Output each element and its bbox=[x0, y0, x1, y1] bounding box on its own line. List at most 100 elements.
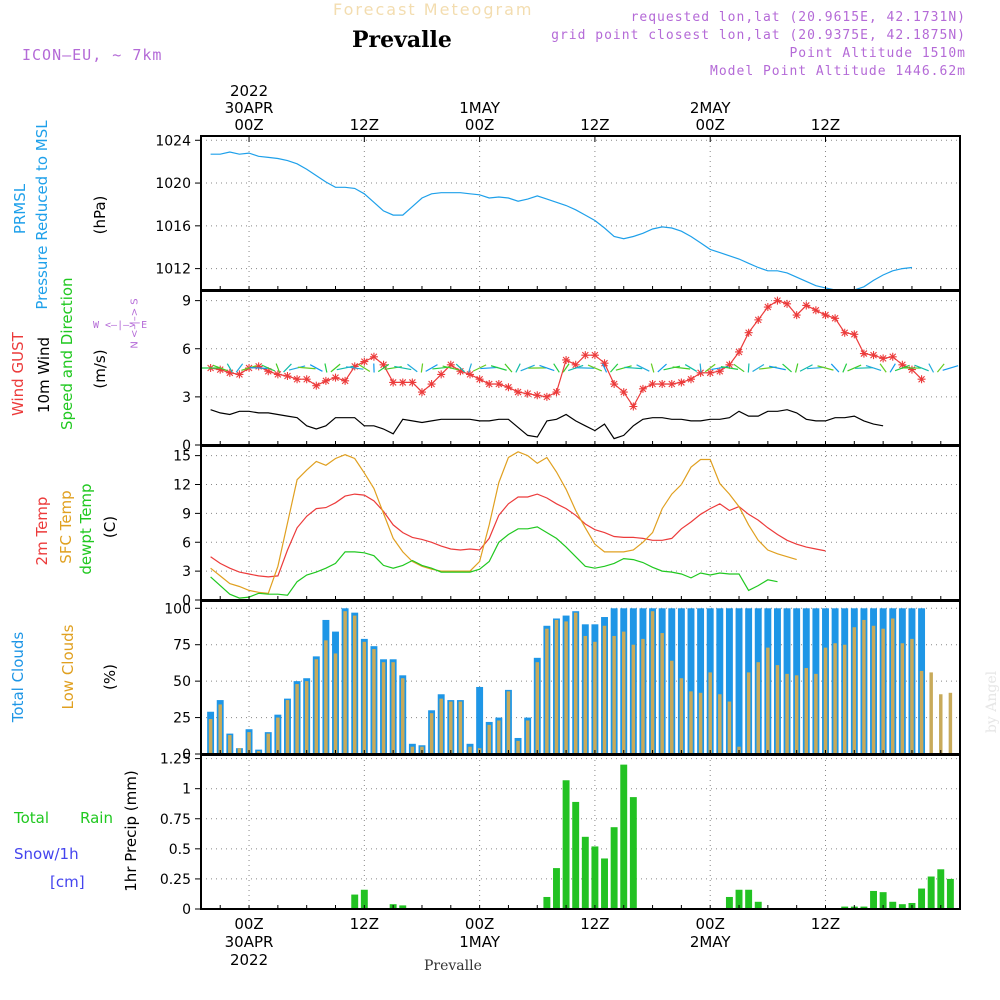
low-cloud-bar bbox=[487, 724, 491, 754]
wind-direction-arrow bbox=[747, 363, 750, 373]
wind-direction-arrow bbox=[283, 363, 292, 373]
gust-marker bbox=[475, 375, 484, 384]
low-cloud-bar bbox=[333, 653, 338, 754]
gust-marker bbox=[533, 391, 542, 400]
faded-title: Forecast Meteogram bbox=[333, 0, 534, 19]
bottom-time-label: 2022 bbox=[230, 951, 268, 969]
low-cloud-bar bbox=[208, 719, 213, 754]
low-cloud-bar bbox=[900, 643, 905, 754]
wind-direction-arrow bbox=[942, 365, 959, 371]
grid-layer bbox=[201, 136, 960, 910]
gust-marker bbox=[648, 380, 657, 389]
total-cloud-bar bbox=[697, 608, 705, 754]
rain-bar bbox=[629, 797, 637, 909]
low-cloud-bar bbox=[727, 701, 732, 754]
wind-direction-arrow bbox=[865, 364, 882, 372]
gust-marker bbox=[398, 378, 407, 387]
low-cloud-bar bbox=[439, 698, 443, 754]
wind-direction-arrow bbox=[235, 363, 244, 373]
page-title: Prevalle bbox=[352, 27, 452, 53]
bottom-time-label: 00Z bbox=[465, 915, 494, 933]
wind-ytick-label: 6 bbox=[182, 342, 191, 358]
low-cloud-bar bbox=[381, 662, 386, 754]
low-cloud-bar bbox=[910, 638, 914, 754]
wind-direction-arrow bbox=[663, 365, 681, 371]
wind-direction-arrow bbox=[847, 364, 862, 372]
gust-marker bbox=[562, 355, 571, 364]
bottom-time-label: 30APR bbox=[225, 933, 274, 951]
clouds-ytick-label: 0 bbox=[182, 747, 191, 763]
wind-direction-arrow bbox=[752, 363, 765, 373]
gust-marker bbox=[917, 375, 926, 384]
temperature-ytick-label: 12 bbox=[173, 478, 191, 494]
frame-layer bbox=[195, 135, 961, 910]
wind-direction-arrow bbox=[624, 366, 643, 370]
gust-marker bbox=[610, 380, 619, 389]
gust-marker bbox=[225, 368, 234, 377]
model-label: ICON–EU, ~ 7km bbox=[22, 46, 163, 64]
gust-marker bbox=[466, 370, 475, 379]
rain-bar bbox=[841, 906, 849, 909]
rain-bar bbox=[745, 889, 753, 909]
gust-marker bbox=[254, 362, 263, 371]
bottom-time-label: 00Z bbox=[234, 915, 263, 933]
gust-marker bbox=[773, 296, 782, 305]
wind-direction-arrow bbox=[297, 366, 316, 370]
low-cloud-bar bbox=[497, 720, 501, 754]
low-cloud-bar bbox=[766, 647, 770, 754]
gust-marker bbox=[302, 375, 311, 384]
precipitation-ytick-label: 0.5 bbox=[169, 842, 191, 858]
low-cloud-bar bbox=[804, 668, 809, 754]
low-cloud-bar bbox=[218, 704, 222, 754]
low-cloud-bar bbox=[458, 701, 463, 754]
low-cloud-bar bbox=[833, 643, 837, 754]
rain-bar bbox=[610, 827, 618, 909]
wind-direction-arrow bbox=[699, 363, 702, 373]
gust-marker bbox=[523, 389, 532, 398]
wind-direction-arrow bbox=[854, 367, 873, 369]
rain-bar bbox=[937, 869, 945, 909]
low-cloud-bar bbox=[506, 691, 511, 754]
wind-direction-arrow bbox=[420, 363, 424, 373]
low-cloud-bar bbox=[449, 701, 453, 754]
axis-text-layer: 1012101610201024036903691215025507510000… bbox=[155, 82, 840, 969]
gust-marker bbox=[821, 311, 830, 320]
low-cloud-bar bbox=[929, 672, 933, 754]
rain-bar bbox=[879, 892, 887, 909]
wind-direction-arrow bbox=[720, 366, 739, 370]
low-cloud-bar bbox=[516, 740, 520, 754]
low-cloud-bar bbox=[919, 670, 924, 754]
gust-marker bbox=[283, 372, 292, 381]
wind-direction-arrow bbox=[636, 364, 650, 372]
gust-marker bbox=[658, 380, 667, 389]
wind-direction-arrow bbox=[455, 363, 466, 373]
gust-marker bbox=[485, 380, 494, 389]
wind-direction-arrow bbox=[472, 364, 487, 372]
wind-direction-arrow bbox=[226, 363, 233, 373]
low-cloud-bar bbox=[468, 746, 472, 754]
gust-marker bbox=[456, 367, 465, 376]
rain-bar bbox=[591, 846, 599, 909]
precip-cm-label: [cm] bbox=[50, 873, 85, 891]
gust-marker bbox=[571, 360, 580, 369]
wind-direction-arrow bbox=[504, 363, 513, 373]
wind-direction-arrow bbox=[261, 364, 276, 372]
wind-direction-arrow bbox=[490, 365, 507, 371]
low-cloud-bar bbox=[891, 618, 895, 754]
gust-marker bbox=[389, 378, 398, 387]
clouds-plot bbox=[207, 608, 953, 754]
low-cloud-bar bbox=[842, 644, 847, 754]
gust-marker bbox=[350, 362, 359, 371]
gust-marker bbox=[408, 378, 417, 387]
wind-direction-arrow bbox=[894, 364, 910, 372]
wind-plot bbox=[201, 296, 959, 440]
wind-direction-arrow bbox=[480, 366, 499, 370]
low-cloud-bar bbox=[641, 638, 645, 754]
model-altitude: Model Point Altitude 1446.62m bbox=[710, 64, 966, 79]
wind-ytick-label: 0 bbox=[182, 438, 191, 454]
wind-direction-arrow bbox=[539, 364, 555, 372]
low-cloud-bar bbox=[794, 675, 799, 754]
gust-marker bbox=[696, 368, 705, 377]
gust-marker bbox=[494, 380, 503, 389]
low-cloud-bar bbox=[871, 625, 876, 754]
